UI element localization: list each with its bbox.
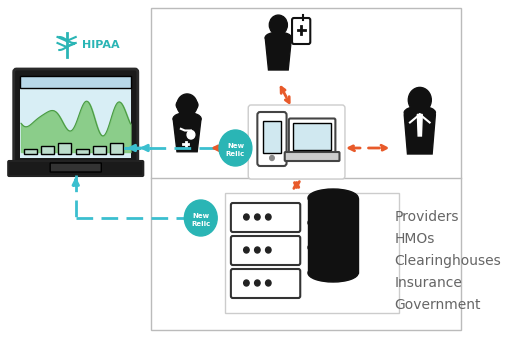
Circle shape	[266, 280, 271, 286]
FancyBboxPatch shape	[285, 152, 339, 161]
FancyBboxPatch shape	[111, 143, 123, 154]
Circle shape	[244, 247, 249, 253]
Circle shape	[254, 214, 260, 220]
Circle shape	[270, 155, 274, 160]
FancyBboxPatch shape	[151, 8, 461, 330]
Circle shape	[269, 15, 287, 35]
Bar	[308, 198, 358, 273]
Text: Government: Government	[394, 298, 481, 312]
FancyBboxPatch shape	[225, 193, 399, 313]
FancyBboxPatch shape	[231, 236, 300, 265]
FancyBboxPatch shape	[263, 121, 281, 153]
FancyBboxPatch shape	[20, 76, 132, 158]
Polygon shape	[173, 119, 201, 152]
Ellipse shape	[308, 189, 358, 207]
FancyBboxPatch shape	[231, 203, 300, 232]
Circle shape	[187, 130, 195, 139]
FancyBboxPatch shape	[293, 123, 331, 150]
Circle shape	[408, 87, 431, 113]
FancyBboxPatch shape	[248, 105, 345, 179]
Circle shape	[254, 247, 260, 253]
FancyBboxPatch shape	[8, 161, 143, 176]
FancyBboxPatch shape	[50, 163, 101, 172]
Text: New: New	[227, 143, 244, 149]
FancyBboxPatch shape	[58, 143, 71, 154]
Ellipse shape	[308, 214, 358, 232]
Text: Clearinghouses: Clearinghouses	[394, 254, 501, 268]
FancyBboxPatch shape	[76, 149, 89, 154]
FancyBboxPatch shape	[231, 269, 300, 298]
Ellipse shape	[176, 98, 198, 112]
Text: Relic: Relic	[226, 151, 245, 157]
FancyBboxPatch shape	[289, 119, 335, 154]
Circle shape	[254, 280, 260, 286]
Circle shape	[184, 200, 217, 236]
Polygon shape	[417, 114, 422, 136]
Circle shape	[244, 280, 249, 286]
Circle shape	[266, 214, 271, 220]
Text: Providers: Providers	[394, 210, 459, 224]
Circle shape	[244, 214, 249, 220]
Ellipse shape	[308, 264, 358, 282]
FancyBboxPatch shape	[41, 146, 54, 154]
FancyBboxPatch shape	[258, 112, 287, 166]
FancyBboxPatch shape	[20, 76, 132, 88]
Text: HIPAA: HIPAA	[82, 40, 120, 50]
Text: Insurance: Insurance	[394, 276, 462, 290]
FancyBboxPatch shape	[24, 149, 36, 154]
Ellipse shape	[308, 239, 358, 256]
Circle shape	[266, 247, 271, 253]
Circle shape	[219, 130, 252, 166]
FancyBboxPatch shape	[292, 18, 310, 44]
FancyBboxPatch shape	[93, 146, 106, 154]
Polygon shape	[404, 114, 435, 154]
Polygon shape	[265, 38, 291, 70]
Ellipse shape	[404, 106, 435, 119]
Ellipse shape	[265, 32, 291, 43]
Ellipse shape	[173, 113, 201, 125]
Circle shape	[177, 94, 197, 116]
Text: HMOs: HMOs	[394, 232, 435, 246]
Text: Relic: Relic	[191, 221, 210, 227]
Text: New: New	[192, 213, 209, 219]
FancyBboxPatch shape	[14, 69, 138, 165]
